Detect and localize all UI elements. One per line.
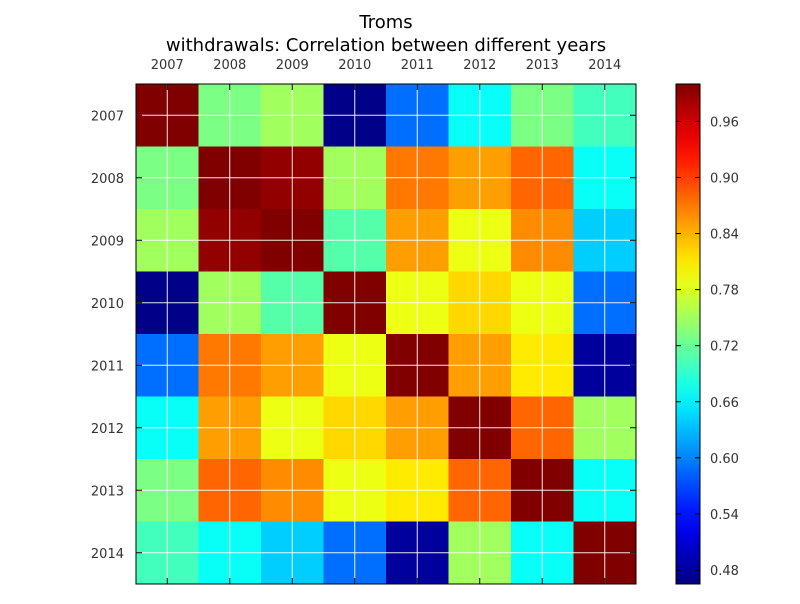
x-tick-label: 2014	[588, 58, 621, 73]
y-tick-label: 2013	[91, 484, 124, 499]
x-axis-ticks: 2007 2008 2009 2010 2011 2012 2013 2014	[151, 58, 621, 584]
chart-title-line1: Troms	[358, 12, 412, 33]
colorbar-tick-label: 0.90	[710, 171, 739, 186]
colorbar-tick-label: 0.48	[710, 564, 739, 579]
colorbar-ticks: 0.48 0.54 0.60 0.66 0.72 0.78 0.84 0.90 0.96	[676, 115, 739, 579]
y-axis-ticks: 2007 2008 2009 2010 2011 2012 2013 2014	[91, 109, 636, 562]
colorbar-tick-label: 0.78	[710, 284, 739, 299]
heatmap-cells	[136, 84, 637, 585]
x-tick-label: 2009	[276, 58, 309, 73]
colorbar-tick-label: 0.72	[710, 340, 739, 355]
x-tick-label: 2008	[213, 58, 246, 73]
colorbar-tick-label: 0.54	[710, 508, 739, 523]
x-tick-label: 2011	[401, 58, 434, 73]
colorbar-tick-label: 0.84	[710, 228, 739, 243]
y-tick-label: 2011	[91, 359, 124, 374]
y-tick-label: 2008	[91, 172, 124, 187]
colorbar-tick-label: 0.66	[710, 396, 739, 411]
y-tick-label: 2014	[91, 547, 124, 562]
y-tick-label: 2007	[91, 109, 124, 124]
y-tick-label: 2010	[91, 297, 124, 312]
colorbar	[675, 83, 701, 585]
x-tick-label: 2013	[526, 58, 559, 73]
x-tick-label: 2007	[151, 58, 184, 73]
heatmap-grid	[136, 84, 636, 584]
chart-title-line2: withdrawals: Correlation between differe…	[166, 35, 606, 56]
x-tick-label: 2012	[463, 58, 496, 73]
x-tick-label: 2010	[338, 58, 371, 73]
colorbar-tick-label: 0.96	[710, 115, 739, 130]
colorbar-tick-label: 0.60	[710, 452, 739, 467]
heatmap-frame	[135, 83, 637, 585]
y-tick-label: 2009	[91, 234, 124, 249]
y-tick-label: 2012	[91, 422, 124, 437]
